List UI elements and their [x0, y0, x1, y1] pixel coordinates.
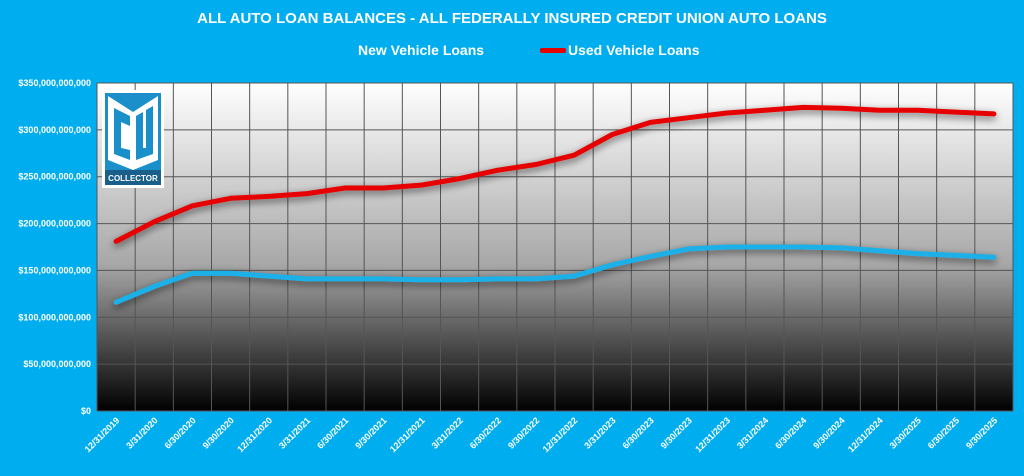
- y-tick-label: $250,000,000,000: [18, 172, 91, 182]
- legend-label-used: Used Vehicle Loans: [568, 42, 700, 58]
- cu-collector-logo: COLLECTOR: [102, 90, 164, 188]
- x-tick-label: 9/30/2025: [964, 415, 999, 450]
- x-tick-label: 3/31/2020: [124, 415, 159, 450]
- y-tick-label: $50,000,000,000: [23, 359, 91, 369]
- x-tick-label: 6/30/2020: [162, 415, 197, 450]
- x-tick-label: 6/30/2024: [773, 415, 808, 450]
- x-tick-label: 12/31/2024: [846, 415, 885, 454]
- x-tick-label: 6/30/2023: [620, 415, 655, 450]
- x-tick-label: 12/31/2021: [388, 415, 427, 454]
- x-tick-label: 3/31/2023: [582, 415, 617, 450]
- legend: New Vehicle Loans Used Vehicle Loans: [0, 42, 1024, 62]
- x-tick-label: 3/31/2024: [735, 415, 770, 450]
- x-tick-label: 6/30/2022: [468, 415, 503, 450]
- y-tick-label: $350,000,000,000: [18, 78, 91, 88]
- x-tick-label: 9/30/2023: [659, 415, 694, 450]
- x-tick-label: 12/31/2023: [693, 415, 732, 454]
- legend-item-used: Used Vehicle Loans: [540, 42, 700, 58]
- x-tick-label: 9/30/2021: [353, 415, 388, 450]
- x-tick-label: 12/31/2020: [235, 415, 274, 454]
- x-tick-label: 6/30/2021: [315, 415, 350, 450]
- y-tick-label: $300,000,000,000: [18, 125, 91, 135]
- svg-text:COLLECTOR: COLLECTOR: [108, 174, 158, 183]
- series-line-used: [113, 104, 997, 244]
- x-tick-label: 9/30/2024: [811, 415, 846, 450]
- y-tick-label: $200,000,000,000: [18, 219, 91, 229]
- x-tick-label: 3/30/2025: [888, 415, 923, 450]
- x-tick-label: 3/31/2022: [430, 415, 465, 450]
- x-tick-label: 9/30/2020: [201, 415, 236, 450]
- y-tick-label: $100,000,000,000: [18, 312, 91, 322]
- x-tick-label: 12/31/2019: [83, 415, 122, 454]
- chart-title: ALL AUTO LOAN BALANCES - ALL FEDERALLY I…: [197, 10, 827, 27]
- legend-item-new: New Vehicle Loans: [358, 42, 484, 58]
- series-line-new: [113, 244, 997, 305]
- x-tick-label: 6/30/2025: [926, 415, 961, 450]
- y-tick-label: $150,000,000,000: [18, 265, 91, 275]
- legend-label-new: New Vehicle Loans: [358, 42, 485, 58]
- x-tick-label: 9/30/2022: [506, 415, 541, 450]
- legend-swatch-used: [540, 47, 566, 53]
- x-tick-label: 12/31/2022: [541, 415, 580, 454]
- x-tick-label: 3/31/2021: [277, 415, 312, 450]
- y-tick-label: $0: [81, 406, 91, 416]
